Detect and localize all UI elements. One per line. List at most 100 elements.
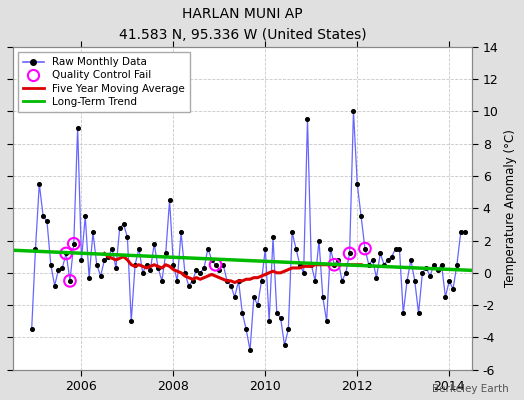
Point xyxy=(433,266,442,273)
Point xyxy=(96,273,105,279)
Point xyxy=(261,246,269,252)
Point xyxy=(100,257,108,263)
Point xyxy=(138,270,147,276)
Point xyxy=(85,274,93,281)
Point xyxy=(204,246,212,252)
Point xyxy=(288,229,297,236)
Point xyxy=(135,246,143,252)
Point xyxy=(35,181,43,187)
Point xyxy=(441,294,450,300)
Point xyxy=(77,257,85,263)
Point xyxy=(108,246,116,252)
Point xyxy=(334,257,342,263)
Point xyxy=(345,250,354,257)
Title: HARLAN MUNI AP
41.583 N, 95.336 W (United States): HARLAN MUNI AP 41.583 N, 95.336 W (Unite… xyxy=(118,7,366,42)
Point xyxy=(43,218,51,224)
Point xyxy=(119,221,128,228)
Point xyxy=(299,270,308,276)
Point xyxy=(426,273,434,279)
Point xyxy=(361,246,369,252)
Point xyxy=(319,294,327,300)
Point xyxy=(227,282,235,289)
Point xyxy=(161,250,170,257)
Point xyxy=(154,265,162,271)
Point xyxy=(50,282,59,289)
Point xyxy=(192,266,201,273)
Point xyxy=(254,302,262,308)
Point xyxy=(399,310,408,316)
Point xyxy=(357,213,365,220)
Point xyxy=(234,278,243,284)
Point xyxy=(112,265,120,271)
Point xyxy=(388,254,396,260)
Point xyxy=(350,108,358,115)
Point xyxy=(54,266,63,273)
Point xyxy=(269,234,277,240)
Point xyxy=(93,262,101,268)
Point xyxy=(410,278,419,284)
Point xyxy=(150,240,158,247)
Point xyxy=(158,278,166,284)
Point xyxy=(62,250,70,257)
Point xyxy=(169,262,178,268)
Point xyxy=(365,262,373,268)
Point xyxy=(384,257,392,263)
Point xyxy=(330,262,339,268)
Point xyxy=(284,326,292,332)
Point xyxy=(353,181,362,187)
Point xyxy=(211,262,220,268)
Point xyxy=(231,294,239,300)
Point xyxy=(223,278,231,284)
Point xyxy=(219,262,227,268)
Point xyxy=(200,265,208,271)
Point xyxy=(307,262,315,268)
Point xyxy=(31,246,40,252)
Point xyxy=(58,265,67,271)
Point xyxy=(104,254,113,260)
Point xyxy=(280,342,289,349)
Point xyxy=(338,278,346,284)
Point xyxy=(127,318,135,324)
Point xyxy=(89,229,97,236)
Point xyxy=(146,266,155,273)
Point xyxy=(292,246,300,252)
Point xyxy=(403,278,411,284)
Point xyxy=(66,278,74,284)
Point xyxy=(322,318,331,324)
Point xyxy=(249,294,258,300)
Point xyxy=(131,262,139,268)
Point xyxy=(196,270,204,276)
Point xyxy=(272,310,281,316)
Point xyxy=(303,116,312,123)
Point xyxy=(277,315,285,321)
Point xyxy=(211,262,220,268)
Point xyxy=(376,250,385,257)
Point xyxy=(330,262,339,268)
Point xyxy=(188,278,196,284)
Point xyxy=(418,270,427,276)
Point xyxy=(173,278,181,284)
Point xyxy=(296,262,304,268)
Point xyxy=(311,278,319,284)
Point xyxy=(368,257,377,263)
Point xyxy=(246,347,254,354)
Point xyxy=(62,250,70,257)
Point xyxy=(445,278,453,284)
Point xyxy=(438,262,446,268)
Text: Berkeley Earth: Berkeley Earth xyxy=(432,384,508,394)
Point xyxy=(361,246,369,252)
Point xyxy=(123,234,132,240)
Legend: Raw Monthly Data, Quality Control Fail, Five Year Moving Average, Long-Term Tren: Raw Monthly Data, Quality Control Fail, … xyxy=(18,52,190,112)
Point xyxy=(184,282,193,289)
Point xyxy=(456,229,465,236)
Point xyxy=(345,250,354,257)
Point xyxy=(395,246,403,252)
Point xyxy=(116,224,124,231)
Point xyxy=(422,265,430,271)
Point xyxy=(73,124,82,131)
Point xyxy=(453,262,461,268)
Point xyxy=(265,318,274,324)
Point xyxy=(166,197,174,203)
Point xyxy=(208,257,216,263)
Point xyxy=(326,246,335,252)
